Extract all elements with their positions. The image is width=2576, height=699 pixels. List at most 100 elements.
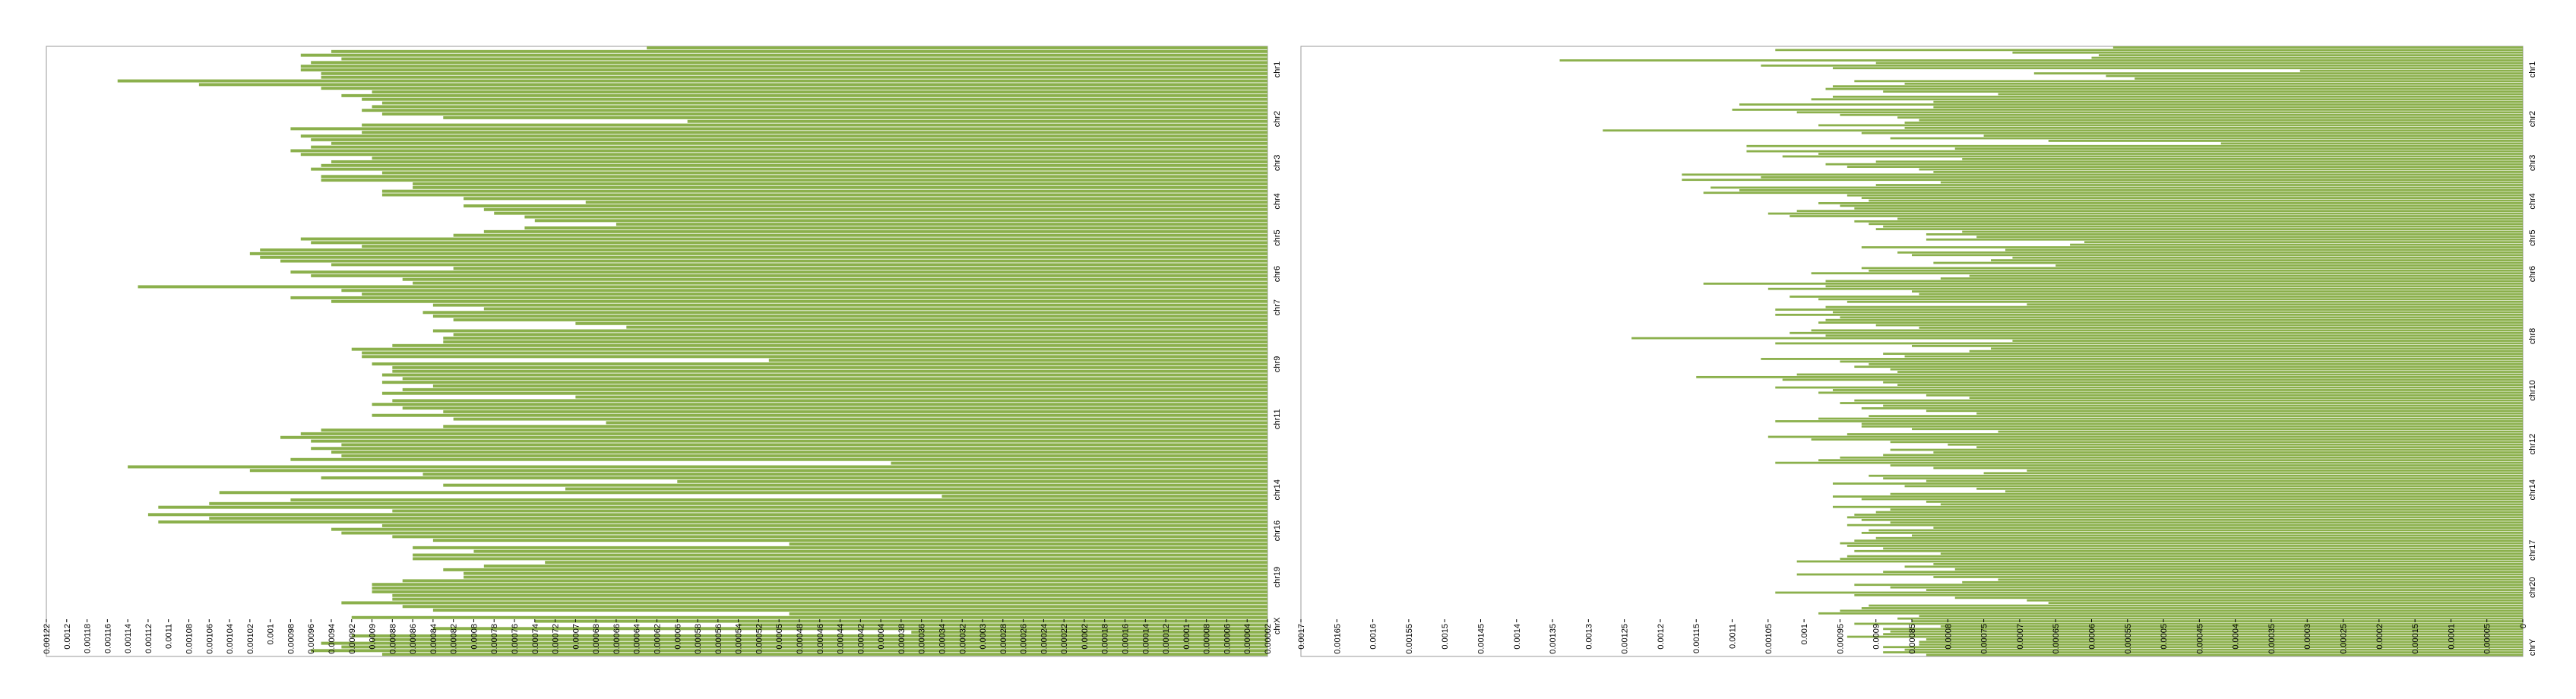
bar <box>2220 142 2523 145</box>
bar <box>392 365 1267 369</box>
x-tick-label: 0.00065 <box>2052 624 2061 654</box>
x-tick-label: 0.00038 <box>897 624 907 654</box>
x-tick-label: 0.0007 <box>2016 624 2025 650</box>
x-tick-label: 0.00032 <box>958 624 967 654</box>
bar <box>1890 368 2523 371</box>
bar <box>647 46 1267 49</box>
bar <box>1933 106 2523 109</box>
x-tick-label: 0.00022 <box>1060 624 1069 654</box>
bar <box>432 539 1267 542</box>
bar <box>453 417 1268 421</box>
x-tick-label: 0.00044 <box>837 624 846 654</box>
x-tick-label: 0.00046 <box>816 624 825 654</box>
bar <box>311 138 1268 141</box>
chromosome-label: chr2 <box>2528 111 2537 127</box>
bar <box>117 79 1268 83</box>
bar <box>575 321 1267 325</box>
bar <box>1948 443 2523 446</box>
x-tick-label: 0.00036 <box>918 624 927 654</box>
bar <box>1840 542 2523 545</box>
bar <box>128 465 1267 469</box>
x-tick-label: 0.0011 <box>165 624 174 649</box>
bar <box>1847 433 2523 435</box>
bar <box>260 248 1268 252</box>
bar <box>1825 285 2523 288</box>
x-tick-label: 0.0009 <box>1872 624 1881 650</box>
bar <box>1861 406 2523 410</box>
bar <box>341 289 1267 293</box>
bar <box>1832 495 2523 498</box>
x-tick-label: 0.00096 <box>307 624 316 654</box>
chromosome-label: chr5 <box>1273 229 1282 245</box>
bar <box>331 263 1268 267</box>
bar <box>1919 640 2523 644</box>
chromosome-label: chr19 <box>1273 567 1282 588</box>
bar <box>1832 505 2523 508</box>
bar <box>1703 282 2523 285</box>
bar <box>1991 259 2523 261</box>
bar <box>2005 490 2523 493</box>
bar <box>606 421 1267 425</box>
bar <box>1847 300 2523 303</box>
bar <box>1919 615 2523 618</box>
bar <box>1904 648 2523 651</box>
bar <box>473 549 1268 553</box>
bar <box>1919 293 2523 296</box>
bar <box>432 303 1267 307</box>
bar <box>341 443 1267 447</box>
bar <box>1904 565 2523 568</box>
bar <box>413 553 1267 557</box>
bar <box>1854 220 2523 223</box>
x-tick-label: 0.0012 <box>1657 624 1666 650</box>
bar <box>381 112 1268 116</box>
bar <box>1933 171 2523 173</box>
x-tick-label: 0.0001 <box>1182 624 1191 650</box>
bar <box>402 579 1268 583</box>
bar <box>545 561 1267 565</box>
bar <box>1767 287 2523 290</box>
x-tick-label: 0.00054 <box>735 624 744 654</box>
x-tick-label: 0.00095 <box>1836 624 1845 654</box>
x-tick-label: 0.00002 <box>1264 624 1273 654</box>
bar <box>402 406 1268 410</box>
bar <box>1897 217 2523 220</box>
bar <box>1811 272 2523 275</box>
chromosome-label: chr14 <box>1273 479 1282 501</box>
bar <box>1969 397 2523 400</box>
bar <box>1976 487 2523 490</box>
bar <box>1782 378 2523 381</box>
bar <box>1926 238 2523 241</box>
bar <box>494 211 1267 215</box>
bar <box>1811 329 2523 332</box>
bar <box>1912 428 2523 431</box>
bar <box>341 93 1267 97</box>
chromosome-label: chr1 <box>1273 62 1282 77</box>
bar <box>1861 425 2523 428</box>
bar <box>1983 134 2523 137</box>
x-tick-label: 0.00058 <box>694 624 703 654</box>
bar <box>1818 321 2523 324</box>
bar <box>1832 482 2523 485</box>
bar <box>453 267 1268 270</box>
bar <box>311 241 1268 245</box>
bar <box>402 377 1268 381</box>
x-tick-label: 0.00112 <box>144 624 153 653</box>
bar <box>1869 604 2523 607</box>
bar <box>1840 558 2523 560</box>
bar <box>300 237 1267 241</box>
bar <box>1875 184 2523 186</box>
bar <box>372 362 1267 365</box>
bar <box>1847 166 2523 168</box>
bar <box>209 517 1267 520</box>
bar <box>311 61 1268 65</box>
bar <box>321 641 1267 645</box>
bar <box>524 215 1267 219</box>
bar <box>2106 74 2523 77</box>
bar <box>381 653 1268 656</box>
bar <box>1811 438 2523 441</box>
x-tick-label: 0.0004 <box>877 624 886 650</box>
x-tick-label: 0.00122 <box>43 624 52 654</box>
bar <box>2033 72 2523 74</box>
bar <box>1954 596 2523 599</box>
x-tick-label: 0.0001 <box>2447 624 2456 650</box>
